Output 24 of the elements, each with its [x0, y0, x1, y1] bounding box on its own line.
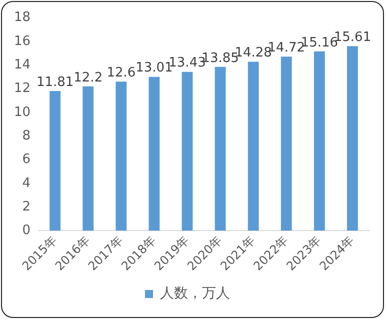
bar: [50, 91, 61, 231]
y-tick-label: 2: [22, 199, 31, 214]
bar: [347, 46, 358, 231]
legend-label: 人数，万人: [160, 286, 230, 302]
y-tick-label: 18: [14, 10, 31, 26]
data-label: 12.2: [74, 70, 103, 86]
data-label: 11.81: [36, 74, 74, 90]
bar: [248, 62, 259, 231]
y-tick-label: 0: [22, 223, 31, 238]
data-label: 12.6: [106, 66, 136, 81]
y-tick-label: 8: [22, 128, 31, 144]
bar: [314, 51, 325, 231]
y-tick-label: 12: [14, 81, 31, 96]
y-tick-label: 4: [22, 176, 31, 191]
y-tick-label: 16: [14, 34, 31, 49]
bar: [148, 76, 160, 231]
bar: [116, 82, 127, 231]
y-tick-label: 14: [14, 57, 31, 72]
bar: [214, 66, 226, 231]
y-tick-label: 6: [22, 152, 31, 168]
bar: [182, 72, 193, 231]
bar: [280, 56, 292, 231]
y-tick-label: 10: [14, 104, 31, 120]
bar: [82, 86, 94, 231]
